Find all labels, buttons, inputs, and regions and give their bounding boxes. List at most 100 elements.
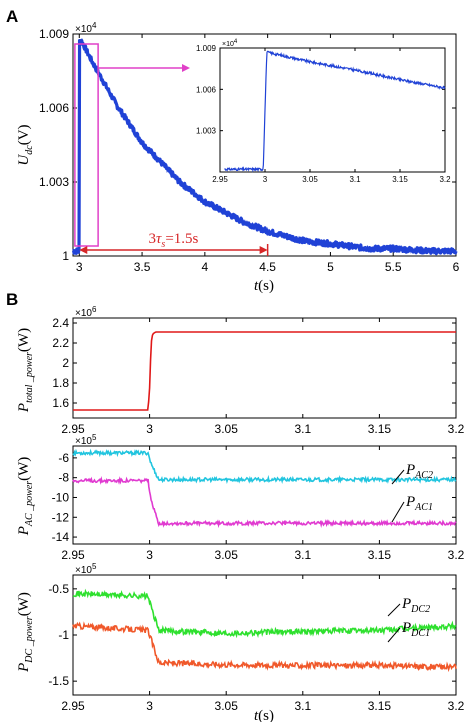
axis-multiplier-exponent: 5 xyxy=(92,562,97,571)
axis-multiplier: ×104 xyxy=(222,39,238,48)
series-label-main: P xyxy=(401,620,411,636)
span-annotation-factor: 3 xyxy=(149,231,157,247)
series-line-dc1 xyxy=(72,621,457,673)
plot-frame xyxy=(219,47,446,173)
x-axis-label-unit: (s) xyxy=(258,278,274,294)
x-tick-label: 5 xyxy=(327,260,334,274)
y-tick-label: -0.5 xyxy=(48,582,69,596)
y-axis-label-sub: dc xyxy=(24,145,35,155)
leader-line xyxy=(391,469,405,485)
y-tick-label: 1.006 xyxy=(39,101,69,115)
y-axis-label: Udc(V) xyxy=(16,124,35,165)
panel-label-a: A xyxy=(6,7,18,26)
y-tick-label: 1.009 xyxy=(196,44,217,53)
x-tick-label: 3 xyxy=(76,260,83,274)
panel-label-b: B xyxy=(6,290,18,309)
y-tick-label: -12 xyxy=(52,510,70,524)
x-tick-label: 2.95 xyxy=(61,699,85,713)
series-label-main: P xyxy=(401,596,411,612)
axis-multiplier-exponent: 4 xyxy=(92,21,97,30)
x-axis-label: t(s) xyxy=(254,708,274,722)
y-axis-label-unit: (W) xyxy=(16,328,32,352)
y-axis-label-sub: DC _power xyxy=(24,616,35,664)
series-line-dc2 xyxy=(72,588,457,639)
y-axis-label-unit: (V) xyxy=(16,124,32,145)
series-label-sub: AC1 xyxy=(414,502,433,513)
y-tick-label: -1.5 xyxy=(48,674,69,688)
x-tick-label: 3.15 xyxy=(368,548,392,562)
plot-frame xyxy=(72,445,457,545)
x-tick-label: 3.5 xyxy=(134,260,151,274)
axis-multiplier-exponent: 6 xyxy=(92,305,97,314)
leader-line xyxy=(387,603,401,617)
chart-b-total-power: 2.95 3 3.05 3.1 3.15 3.2 1.6 1.8 2 2.2 2.4 ×106 Ptot… xyxy=(16,305,465,436)
series-label-sub: AC2 xyxy=(414,470,433,481)
y-tick-label: 1.009 xyxy=(39,27,69,41)
series-label-main: P xyxy=(405,494,415,510)
span-annotation-tau: τ xyxy=(156,231,162,247)
series-label: PAC2 xyxy=(405,462,433,481)
x-tick-label: 3 xyxy=(146,422,153,436)
inset-series-line xyxy=(224,50,446,173)
series-line-total xyxy=(73,331,456,411)
x-tick-label: 3.1 xyxy=(294,699,311,713)
y-axis-label-main: U xyxy=(16,154,32,166)
axis-multiplier: ×106 xyxy=(75,305,97,319)
x-tick-label: 3.05 xyxy=(215,699,239,713)
plot-frame xyxy=(72,317,457,419)
x-tick-label: 3.1 xyxy=(294,548,311,562)
x-axis-label-main: t xyxy=(254,708,259,722)
y-tick-label: -10 xyxy=(52,490,70,504)
y-tick-label: 2.2 xyxy=(52,336,69,350)
y-axis-label-main: P xyxy=(16,663,32,673)
x-tick-label: 5.5 xyxy=(385,260,402,274)
x-tick-label: 4.5 xyxy=(259,260,276,274)
y-tick-label: 1.006 xyxy=(196,85,217,94)
y-axis-label: Ptotal _power(W) xyxy=(16,328,35,413)
x-tick-label: 3.05 xyxy=(302,175,318,184)
x-tick-label: 3 xyxy=(263,175,268,184)
x-tick-label: 3.05 xyxy=(215,548,239,562)
x-tick-label: 3 xyxy=(146,699,153,713)
chart-a-inset: 2.95 3 3.05 3.1 3.15 3.2 1.003 1.006 1.009 ×104 xyxy=(196,39,451,184)
y-tick-label: 1.8 xyxy=(52,376,69,390)
series-label: PAC1 xyxy=(405,494,433,513)
x-tick-label: 3.2 xyxy=(448,422,465,436)
plot-frame xyxy=(72,574,457,696)
y-tick-label: 2.4 xyxy=(52,316,69,330)
y-tick-label: 1 xyxy=(62,249,69,263)
axis-multiplier: ×105 xyxy=(75,433,97,447)
y-tick-label: -6 xyxy=(58,451,69,465)
y-tick-label: 1.003 xyxy=(39,175,69,189)
x-tick-label: 3.1 xyxy=(294,422,311,436)
x-tick-label: 3.2 xyxy=(439,175,451,184)
y-axis-label-sub: AC _power xyxy=(24,481,35,527)
y-tick-label: 2 xyxy=(62,356,69,370)
plot-frame xyxy=(72,33,457,257)
series-line-ac1 xyxy=(72,476,457,529)
x-axis-label: t(s) xyxy=(254,278,274,294)
y-axis-label-unit: (W) xyxy=(16,592,32,616)
span-annotation: 3τs=1.5s xyxy=(149,231,199,250)
y-tick-label: -8 xyxy=(58,471,69,485)
x-tick-label: 3.2 xyxy=(448,548,465,562)
x-axis-label-unit: (s) xyxy=(258,708,274,722)
series-line-noise xyxy=(72,38,457,256)
series-label-main: P xyxy=(405,462,415,478)
x-tick-label: 3.1 xyxy=(349,175,361,184)
axis-multiplier-exponent: 4 xyxy=(234,39,238,45)
highlight-box xyxy=(74,43,99,247)
y-tick-label: -14 xyxy=(52,530,70,544)
y-axis-label-main: P xyxy=(16,526,32,536)
series-label-sub: DC2 xyxy=(410,604,430,615)
x-tick-label: 4 xyxy=(202,260,209,274)
y-axis-label: PAC _power(W) xyxy=(16,457,35,537)
axis-multiplier-exponent: 5 xyxy=(92,433,97,442)
y-axis-label-main: P xyxy=(16,403,32,413)
chart-b-ac-power: 2.95 3 3.05 3.1 3.15 3.2-6-8-10-12-14×105PAC2… xyxy=(16,433,465,562)
series-label: PDC2 xyxy=(401,596,430,615)
x-tick-label: 3 xyxy=(146,548,153,562)
x-tick-label: 3.15 xyxy=(368,422,392,436)
